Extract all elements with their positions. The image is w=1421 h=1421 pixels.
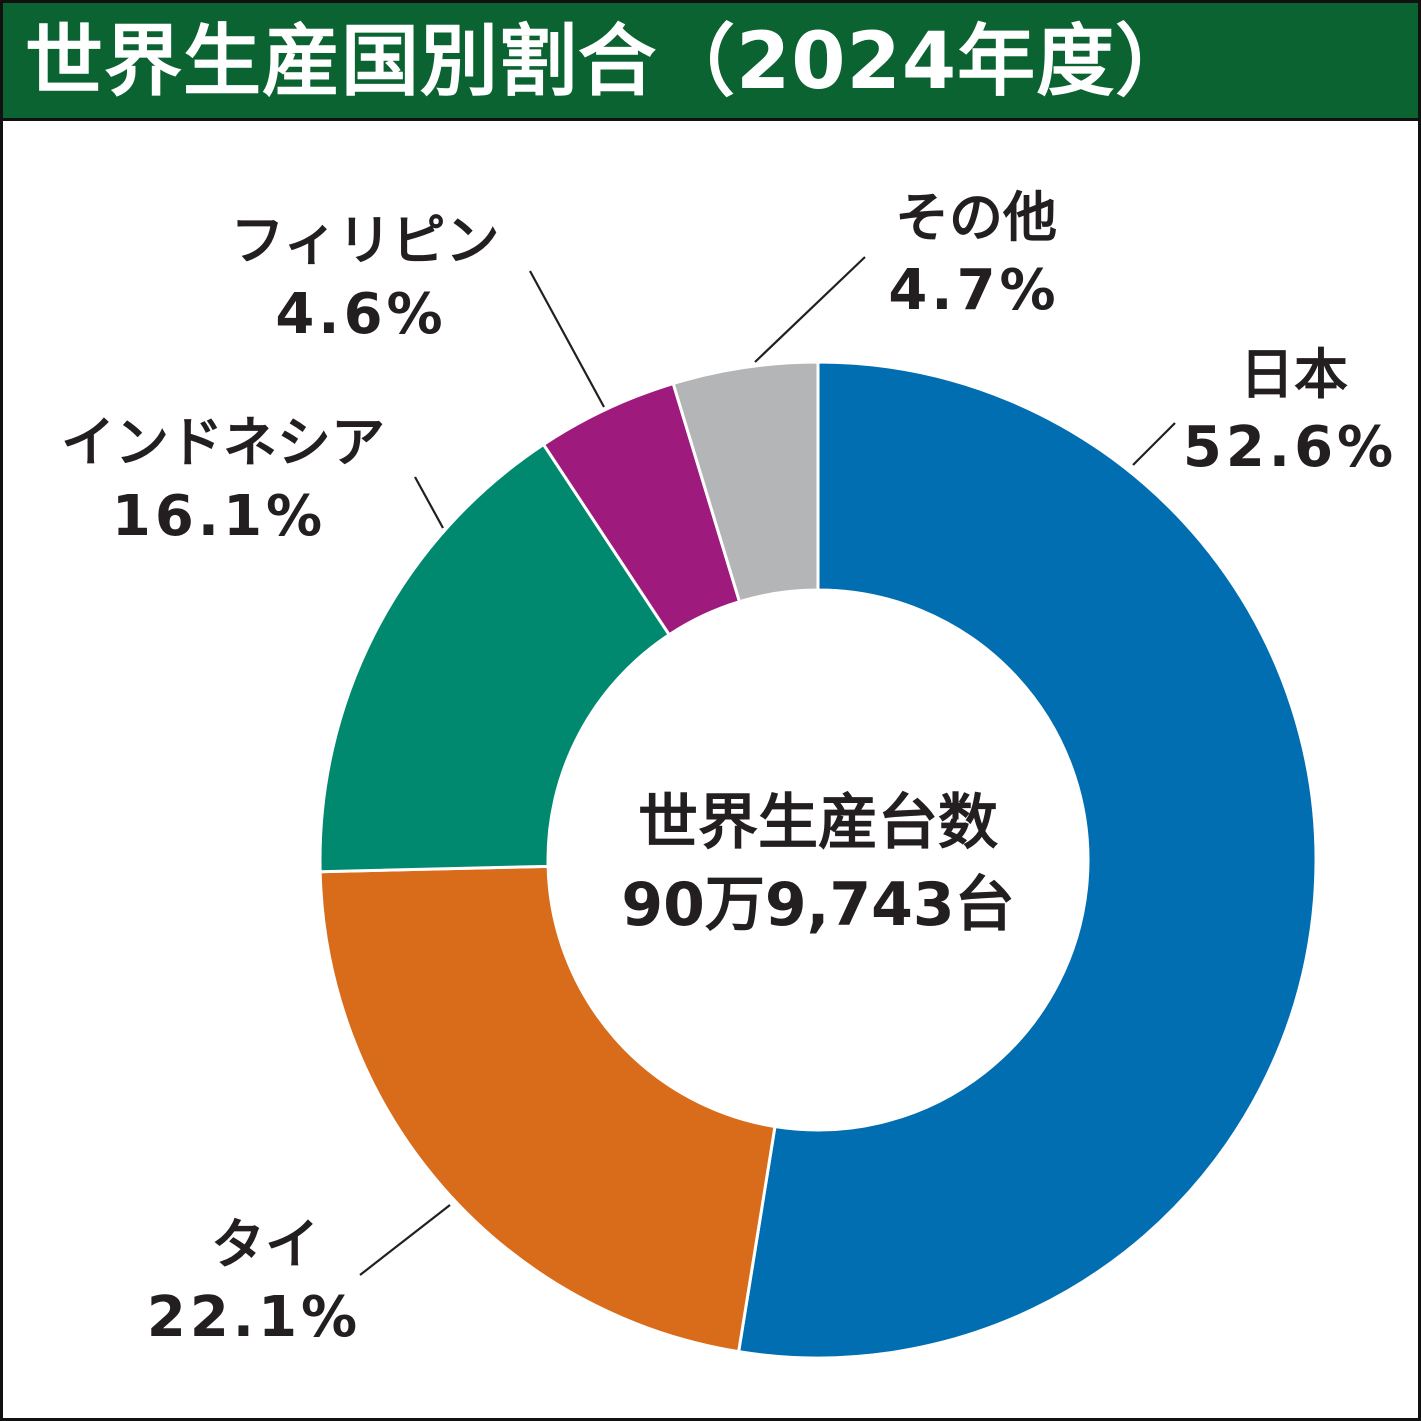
label-name-thailand: タイ	[211, 1213, 319, 1276]
title-bar: 世界生産国別割合（2024年度）	[3, 3, 1418, 121]
label-name-philippines: フィリピン	[231, 209, 500, 272]
slice-japan	[736, 360, 1318, 1360]
donut-chart: 日本 52.6% タイ 22.1% インドネシア 16.1% フィリピン 4.6% その他 4.7…	[61, 186, 1397, 1360]
leader-lines	[359, 256, 1176, 1276]
slice-labels: 日本 52.6% タイ 22.1% インドネシア 16.1% フィリピン 4.6% その他 4.7…	[61, 186, 1397, 1350]
label-value-other: 4.7%	[888, 258, 1059, 323]
chart-title: 世界生産国別割合（2024年度）	[25, 17, 1195, 107]
leader-line-thailand	[359, 1204, 451, 1276]
label-name-indonesia: インドネシア	[61, 411, 385, 474]
label-value-indonesia: 16.1%	[112, 484, 326, 549]
slice-thailand	[318, 864, 777, 1354]
label-value-philippines: 4.6%	[275, 282, 446, 347]
donut-slices	[318, 360, 1318, 1360]
leader-line-philippines	[529, 270, 605, 408]
center-title: 世界生産台数	[638, 788, 998, 858]
label-name-other: その他	[895, 186, 1057, 249]
leader-line-japan	[1132, 422, 1176, 466]
leader-line-other	[754, 256, 866, 363]
slice-indonesia	[318, 442, 672, 874]
label-name-japan: 日本	[1240, 343, 1348, 406]
slice-other	[671, 360, 820, 604]
center-total: 90万9,743台	[621, 870, 1014, 940]
label-value-japan: 52.6%	[1183, 415, 1397, 480]
leader-line-indonesia	[414, 476, 444, 529]
label-value-thailand: 22.1%	[147, 1285, 361, 1350]
